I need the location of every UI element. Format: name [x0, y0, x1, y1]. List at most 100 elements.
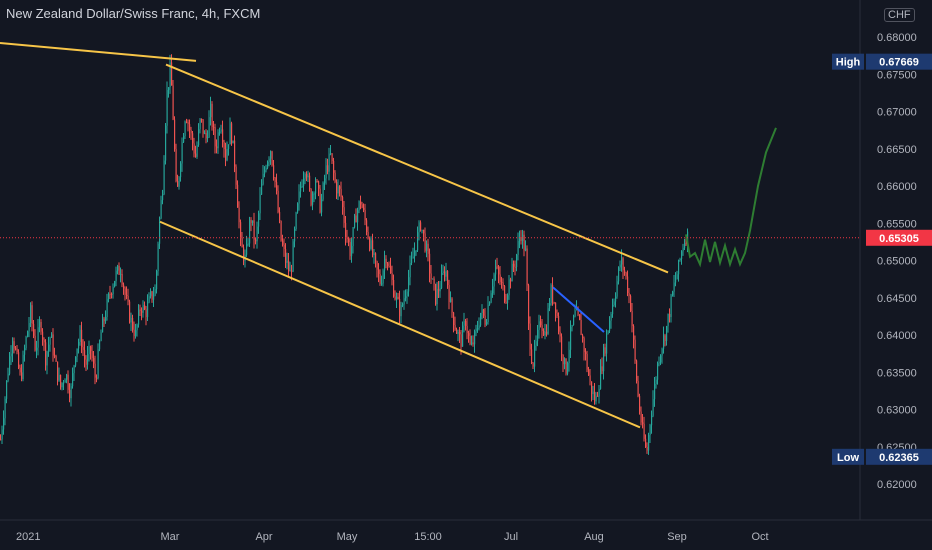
- candle-body: [6, 380, 8, 399]
- candle-body: [268, 158, 270, 162]
- candle-body: [166, 90, 168, 126]
- candle-body: [121, 274, 123, 285]
- candle-body: [466, 325, 468, 333]
- candle-body: [199, 118, 201, 130]
- candle-body: [237, 184, 239, 208]
- candle-body: [462, 325, 464, 347]
- candle-body: [468, 332, 470, 336]
- candle-body: [409, 263, 411, 278]
- candle-body: [652, 399, 654, 416]
- candle-body: [225, 149, 227, 161]
- candle-body: [370, 240, 372, 249]
- candle-body: [430, 273, 432, 279]
- candle-body: [495, 266, 497, 275]
- time-tick-label: Jul: [504, 531, 518, 543]
- candle-body: [610, 314, 612, 321]
- candle-body: [321, 199, 323, 213]
- candle-body: [295, 212, 297, 229]
- currency-badge[interactable]: CHF: [884, 8, 915, 22]
- candle-body: [654, 383, 656, 400]
- candle-body: [61, 382, 63, 388]
- candle-body: [231, 123, 233, 144]
- candle-body: [499, 274, 501, 282]
- candle-body: [658, 362, 660, 364]
- candle-body: [510, 279, 512, 282]
- candle-body: [592, 391, 594, 395]
- candle-body: [672, 291, 674, 296]
- candle-body: [583, 338, 585, 353]
- candle-body: [400, 305, 402, 317]
- time-axis[interactable]: 2021 Mar Apr May 15:00 Jul Aug Sep Oct: [0, 519, 932, 543]
- candle-body: [1, 429, 3, 440]
- candle-body: [184, 121, 186, 137]
- candle-body: [549, 303, 551, 309]
- candle-body: [292, 241, 294, 272]
- candle-body: [256, 226, 258, 242]
- candle-body: [180, 163, 182, 178]
- candle-body: [310, 189, 312, 205]
- candle-body: [328, 153, 330, 172]
- candle-body: [457, 332, 459, 334]
- candle-body: [618, 267, 620, 282]
- candle-body: [208, 117, 210, 138]
- high-tag-label-box: [832, 53, 864, 70]
- candle-body: [520, 236, 522, 241]
- candle-body: [235, 166, 237, 185]
- candle-body: [367, 232, 369, 239]
- candle-body: [136, 324, 138, 331]
- candle-body: [544, 331, 546, 336]
- candle-body: [259, 194, 261, 214]
- chart-title: New Zealand Dollar/Swiss Franc, 4h, FXCM: [6, 6, 261, 21]
- candle-body: [631, 311, 633, 327]
- candle-body: [393, 279, 395, 297]
- candle-body: [300, 186, 302, 192]
- candle-body: [597, 395, 599, 397]
- candle-body: [135, 330, 137, 337]
- candle-body: [589, 375, 591, 382]
- time-tick-label: Aug: [584, 531, 604, 543]
- candle-body: [145, 309, 147, 318]
- candle-body: [298, 191, 300, 204]
- candle-body: [30, 305, 32, 324]
- candle-body: [358, 201, 360, 211]
- candle-body: [619, 264, 621, 268]
- candle-body: [109, 293, 111, 295]
- candle-body: [519, 236, 521, 242]
- candle-body: [156, 271, 158, 290]
- price-tick-label: 0.66500: [877, 144, 917, 156]
- candle-body: [496, 266, 498, 268]
- candle-body: [178, 177, 180, 187]
- candle-body: [639, 396, 641, 412]
- candle-body: [69, 389, 71, 399]
- candle-body: [636, 360, 638, 382]
- candle-body: [460, 334, 462, 347]
- price-tick-label: 0.62000: [877, 479, 917, 491]
- candle-body: [201, 118, 203, 120]
- candle-body: [585, 352, 587, 354]
- candle-body: [318, 181, 320, 189]
- candle-body: [621, 258, 623, 265]
- candle-body: [238, 207, 240, 223]
- candle-body: [622, 258, 624, 271]
- candle-body: [640, 411, 642, 423]
- candle-body: [85, 359, 87, 365]
- candle-body: [444, 271, 446, 277]
- candle-body: [469, 335, 471, 345]
- candle-body: [337, 186, 339, 194]
- candle-body: [147, 302, 149, 318]
- candle-body: [97, 349, 99, 379]
- candle-body: [16, 348, 18, 353]
- candle-body: [105, 317, 107, 322]
- candle-body: [508, 279, 510, 296]
- candle-body: [286, 260, 288, 263]
- candle-body: [168, 87, 170, 91]
- candle-body: [498, 267, 500, 275]
- candle-body: [126, 294, 128, 296]
- price-tick-label: 0.68000: [877, 32, 917, 44]
- candle-body: [570, 327, 572, 350]
- candle-body: [427, 243, 429, 254]
- candle-body: [79, 329, 81, 342]
- candle-body: [594, 391, 596, 402]
- candle-body: [196, 145, 198, 157]
